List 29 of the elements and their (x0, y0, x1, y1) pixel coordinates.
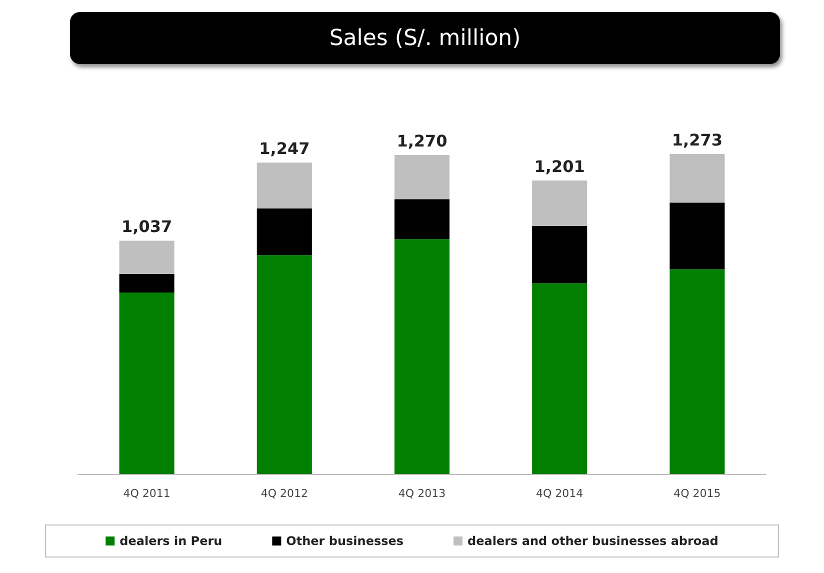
x-tick-label: 4Q 2011 (123, 487, 170, 500)
annotation: 1,247 (259, 139, 310, 158)
x-tick-label: 4Q 2015 (674, 487, 721, 500)
bar (256, 255, 312, 474)
chart-title: Sales (S/. million) (70, 12, 780, 64)
bar (532, 226, 588, 284)
bar (532, 180, 588, 226)
legend-label: dealers and other businesses abroad (468, 534, 718, 548)
bar (119, 274, 174, 293)
bar (256, 162, 312, 208)
bar (119, 240, 174, 274)
x-tick-label: 4Q 2012 (260, 487, 308, 500)
legend-label: Other businesses (286, 534, 404, 548)
annotation: 1,273 (672, 130, 723, 150)
bar (670, 154, 725, 203)
annotation: 1,201 (534, 157, 585, 176)
bar (256, 208, 312, 256)
bar (532, 283, 588, 474)
bar (119, 292, 174, 474)
annotation: 1,037 (121, 217, 172, 236)
legend-label: dealers in Peru (120, 534, 222, 548)
x-tick-label: 4Q 2013 (398, 487, 446, 500)
bar (394, 239, 450, 474)
bar (670, 269, 725, 474)
bar (394, 154, 450, 200)
x-tick-label: 4Q 2014 (536, 487, 584, 500)
annotation: 1,270 (396, 131, 448, 150)
bar (394, 199, 450, 240)
bar (670, 202, 725, 270)
